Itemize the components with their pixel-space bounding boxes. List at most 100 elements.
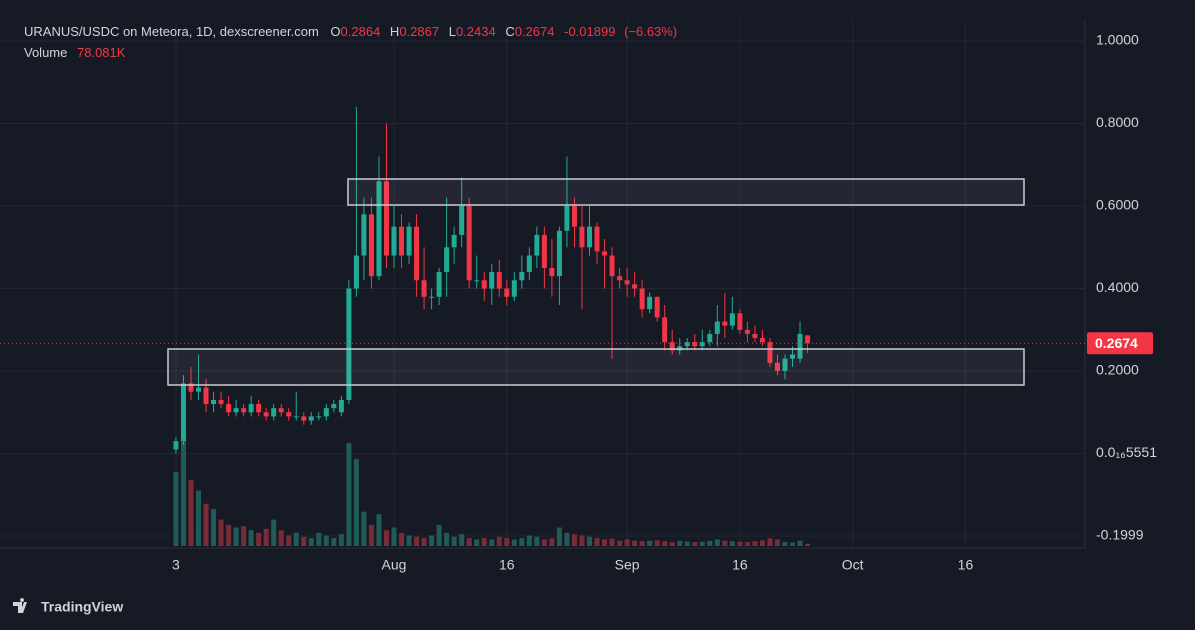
volume-bar — [353, 458, 359, 546]
candle-body — [361, 214, 367, 256]
volume-bar — [744, 542, 750, 546]
candle-body — [308, 416, 314, 421]
candle-body — [511, 280, 517, 297]
x-tick-label: Sep — [615, 557, 640, 573]
volume-bar — [662, 541, 668, 546]
volume-bar — [308, 538, 314, 546]
volume-bar — [196, 490, 202, 546]
volume-bar — [316, 532, 322, 546]
volume-header: Volume 78.081K — [24, 45, 126, 60]
y-tick-label: 0.6000 — [1096, 197, 1139, 213]
volume-bar — [639, 541, 645, 546]
volume-bar — [436, 524, 442, 546]
candle-body — [654, 296, 660, 318]
volume-bar — [511, 539, 517, 546]
candle-body — [180, 383, 186, 442]
candle-body — [316, 416, 322, 418]
volume-bar — [759, 540, 765, 546]
candle-body — [211, 399, 217, 405]
candle-body — [790, 354, 796, 359]
candle-body — [466, 206, 472, 281]
candle-body — [278, 408, 284, 413]
candle-body — [707, 333, 713, 343]
candle-body — [218, 399, 224, 405]
volume-bar — [444, 532, 450, 546]
y-tick-label: 0.0₁₆5551 — [1096, 444, 1157, 460]
volume-bar — [729, 541, 735, 546]
last-price-label: 0.2674 — [1095, 335, 1138, 351]
candle-body — [767, 342, 773, 363]
candle-body — [173, 441, 179, 450]
volume-bar — [647, 540, 653, 546]
volume-bar — [383, 530, 389, 546]
candle-body — [286, 412, 292, 417]
candle-body — [602, 251, 608, 256]
candle-body — [233, 408, 239, 413]
x-tick-label: 3 — [172, 557, 180, 573]
candle-body — [338, 399, 344, 413]
candle-body — [534, 234, 540, 256]
volume-bar — [271, 519, 277, 546]
volume-bar — [677, 540, 683, 546]
tradingview-logo: TradingView — [13, 598, 123, 615]
volume-bar — [722, 540, 728, 546]
last-price-badge — [1087, 332, 1153, 355]
candle-body — [556, 230, 562, 277]
candle-body — [331, 404, 337, 409]
volume-bar — [414, 536, 420, 546]
volume-bar — [752, 541, 758, 546]
x-tick-label: 16 — [499, 557, 515, 573]
volume-bar — [737, 541, 743, 546]
candle-body — [391, 226, 397, 256]
volume-bar — [526, 535, 532, 546]
candle-body — [263, 412, 269, 417]
volume-bar — [331, 538, 337, 546]
brand: TradingView — [41, 599, 123, 615]
candle-body — [744, 329, 750, 334]
ohlc-value: 0.2867 — [399, 24, 439, 39]
axes: 1.0000 0.8000 0.6000 0.4000 0.2000 0.0₁₆5551 -… — [0, 32, 1157, 573]
volume-bar — [782, 542, 788, 546]
volume-bar — [767, 538, 773, 546]
candles — [173, 107, 811, 454]
volume-bar — [391, 527, 397, 546]
ohlc-value: 0.2434 — [456, 24, 496, 39]
volume-bar — [226, 524, 232, 546]
candle-body — [226, 404, 232, 413]
candle-body — [624, 280, 630, 285]
candle-body — [722, 321, 728, 326]
volume-bar — [256, 532, 262, 546]
candle-body — [481, 280, 487, 289]
volume-bar — [361, 511, 367, 546]
volume-bar — [203, 503, 209, 546]
candle-body — [496, 272, 502, 289]
volume-bar — [797, 540, 803, 546]
volume-bar — [504, 538, 510, 546]
volume-bar — [684, 541, 690, 546]
ohlc-value: 0.2864 — [341, 24, 381, 39]
candle-body — [421, 280, 427, 297]
candle-body — [196, 387, 202, 392]
candle-body — [188, 383, 194, 392]
candle-body — [669, 342, 675, 351]
volume-bar — [632, 540, 638, 546]
volume-bar — [286, 535, 292, 546]
support-zone — [167, 348, 1025, 386]
volume-bar — [188, 480, 194, 546]
candle-body — [617, 276, 623, 281]
volume-bar — [654, 540, 660, 546]
volume-bar — [549, 538, 555, 546]
volume-bar — [692, 542, 698, 546]
x-tick-label: Oct — [842, 557, 864, 573]
volume-bar — [481, 538, 487, 546]
candle-body — [399, 226, 405, 256]
volume-bar — [406, 535, 412, 546]
y-tick-label: -0.1999 — [1096, 527, 1144, 543]
volume-bar — [624, 539, 630, 546]
volume-bar — [346, 443, 352, 546]
candle-body — [714, 321, 720, 334]
candle-body — [737, 313, 743, 330]
volume-bar — [233, 527, 239, 546]
candle-body — [376, 181, 382, 277]
